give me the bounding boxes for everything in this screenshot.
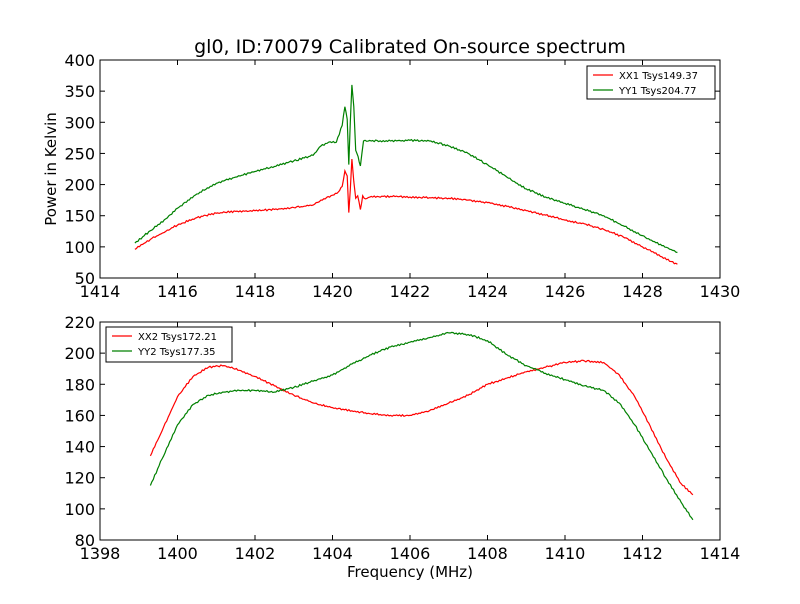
x-tick-label: 1414 [700,544,741,563]
x-tick-label: 1398 [80,544,121,563]
x-tick-label: 1418 [235,282,276,301]
y-tick-label: 100 [64,238,95,257]
x-tick-label: 1406 [390,544,431,563]
y-tick-label: 200 [64,344,95,363]
legend-box [586,65,716,100]
chart-panel-1: 1414 1416 1418 1420 1422 1424 1426 1428 1430 50 10… [42,51,740,301]
legend-label: XX2 Tsys172.21 [138,332,217,343]
x-tick-label: 1412 [622,544,663,563]
y-axis-label: Power in Kelvin [42,112,60,226]
x-tick-label: 1416 [157,282,198,301]
series-line-2-1 [149,359,694,496]
series-line-1-1 [134,158,678,265]
y-tick-label: 160 [64,406,95,425]
y-tick-label: 100 [64,500,95,519]
y-tick-label: 300 [64,113,95,132]
y-tick-label: 150 [64,207,95,226]
legend: XX2 Tsys172.21 YY2 Tsys177.35 [105,326,233,363]
y-tick-label: 220 [64,313,95,332]
y-tick-label: 140 [64,438,95,457]
legend-label: YY1 Tsys204.77 [618,86,697,97]
x-tick-label: 1400 [157,544,198,563]
legend-label: YY2 Tsys177.35 [137,347,216,358]
x-tick-label: 1420 [312,282,353,301]
y-tick-label: 50 [75,269,95,288]
x-axis-label: Frequency (MHz) [347,563,473,581]
series-line-1-2 [134,84,678,254]
legend-box [105,326,233,363]
x-tick-label: 1428 [622,282,663,301]
y-tick-label: 200 [64,176,95,195]
y-tick-label: 180 [64,375,95,394]
y-tick-label: 350 [64,82,95,101]
x-tick-label: 1404 [312,544,353,563]
legend: XX1 Tsys149.37 YY1 Tsys204.77 [586,65,716,100]
y-tick-label: 120 [64,469,95,488]
y-tick-label: 250 [64,144,95,163]
x-tick-label: 1422 [390,282,431,301]
x-tick-label: 1414 [80,282,121,301]
chart-panel-2: 1398 1400 1402 1404 1406 1408 1410 1412 1414 80 10… [64,313,740,581]
x-tick-label: 1408 [467,544,508,563]
x-tick-label: 1410 [545,544,586,563]
x-tick-label: 1402 [235,544,276,563]
x-tick-label: 1430 [700,282,741,301]
y-tick-label: 80 [75,531,95,550]
y-tick-label: 400 [64,51,95,70]
legend-label: XX1 Tsys149.37 [619,71,698,82]
series-line-2-2 [149,331,694,521]
x-tick-label: 1426 [545,282,586,301]
x-tick-label: 1424 [467,282,508,301]
chart-title: gl0, ID:70079 Calibrated On-source spect… [194,36,626,58]
